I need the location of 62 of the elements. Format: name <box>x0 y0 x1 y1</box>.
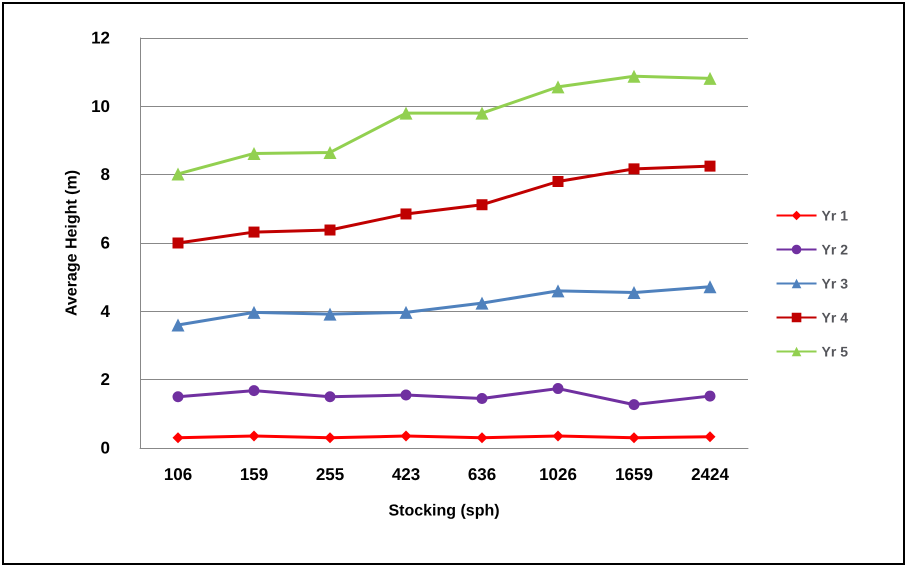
point <box>628 432 640 444</box>
point <box>628 286 640 300</box>
point <box>248 226 260 238</box>
point <box>172 391 184 402</box>
point <box>248 306 260 319</box>
y-tick-label: 2 <box>100 370 110 390</box>
point <box>476 392 488 404</box>
point <box>704 390 716 402</box>
y-tick-label: 10 <box>91 96 110 116</box>
y-axis-title: Average Height (m) <box>64 170 81 316</box>
x-tick-label: 1659 <box>615 465 653 484</box>
y-tick-label: 6 <box>100 234 110 252</box>
x-tick-label: 106 <box>164 465 192 484</box>
point <box>552 284 564 298</box>
point <box>248 430 260 442</box>
point <box>628 70 640 83</box>
point <box>400 208 412 220</box>
point <box>704 72 716 85</box>
point <box>248 146 260 160</box>
legend-label: Yr 5 <box>822 344 848 360</box>
point <box>628 163 640 174</box>
point <box>476 432 488 444</box>
point <box>400 430 412 442</box>
point <box>324 432 336 444</box>
legend-label: Yr 4 <box>822 310 848 326</box>
point <box>552 80 564 94</box>
point <box>552 430 564 442</box>
point <box>476 199 488 210</box>
point <box>172 432 184 444</box>
x-tick-label: 255 <box>316 465 344 484</box>
point <box>400 306 412 319</box>
point <box>628 399 640 410</box>
point <box>400 390 412 401</box>
x-axis-title: Stocking (sph) <box>388 502 500 520</box>
point <box>400 106 412 120</box>
legend-label: Yr 3 <box>822 276 848 292</box>
legend-label: Yr 1 <box>822 208 848 224</box>
y-tick-label: 8 <box>100 165 110 184</box>
point <box>552 176 564 187</box>
point <box>324 391 336 402</box>
point <box>324 224 336 236</box>
x-tick-label: 636 <box>468 465 496 484</box>
x-tick-label: 423 <box>392 465 420 484</box>
point <box>552 383 564 394</box>
x-tick-label: 1026 <box>539 465 577 484</box>
point <box>172 238 184 248</box>
point <box>172 318 184 332</box>
x-tick-label: 2424 <box>691 465 730 484</box>
point <box>248 385 260 396</box>
x-tick-label: 159 <box>240 465 268 484</box>
y-tick-label: 0 <box>100 438 110 458</box>
point <box>476 296 488 310</box>
point <box>476 106 488 120</box>
legend-label: Yr 2 <box>822 242 848 258</box>
point <box>704 431 716 442</box>
point <box>704 280 716 294</box>
point <box>704 160 716 172</box>
point <box>324 146 336 159</box>
point <box>324 308 336 321</box>
point <box>172 167 184 180</box>
y-tick-label: 12 <box>91 28 110 48</box>
y-tick-label: 4 <box>100 302 111 321</box>
